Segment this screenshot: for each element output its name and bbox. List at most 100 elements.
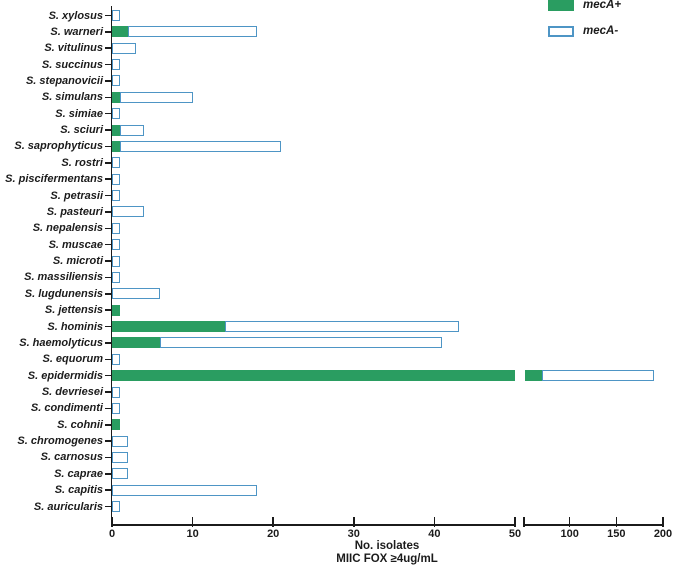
y-axis-tick: [104, 162, 111, 164]
legend-label-mecA-positive: mecA+: [583, 0, 622, 11]
category-label: S. massiliensis: [24, 271, 103, 284]
bar-segment-mecA-positive: [112, 419, 121, 431]
bar-segment-mecA-negative: [112, 173, 121, 185]
y-axis-tick: [104, 309, 111, 311]
category-label: S. vitulinus: [44, 42, 103, 55]
y-axis-tick: [104, 407, 111, 410]
bar-segment-mecA-negative: [541, 370, 654, 382]
bar-segment-mecA-positive: [112, 140, 121, 152]
x-axis-title-line1: No. isolates: [354, 540, 420, 552]
y-axis-tick: [104, 47, 111, 49]
legend-item-mecA-positive: mecA+: [548, 0, 621, 11]
legend-item-mecA-negative: mecA-: [548, 25, 618, 37]
bar-segment-mecA-positive: [112, 370, 515, 382]
bar-segment-mecA-positive: [525, 370, 542, 382]
bar-segment-mecA-negative: [112, 501, 121, 513]
bar-segment-mecA-positive: [112, 337, 161, 349]
x-axis-tick: [111, 517, 113, 527]
bar-segment-mecA-positive: [112, 91, 121, 103]
bar-segment-mecA-negative: [112, 451, 129, 463]
x-axis-tick: [615, 517, 618, 527]
bar-segment-mecA-negative: [160, 337, 443, 349]
category-label: S. lugdunensis: [24, 287, 103, 300]
bar-segment-mecA-negative: [112, 435, 129, 447]
bar-segment-mecA-positive: [112, 321, 225, 333]
y-axis-tick: [104, 80, 111, 82]
category-label: S. muscae: [48, 238, 103, 251]
bar-segment-mecA-negative: [120, 140, 282, 152]
category-label: S. pasteuri: [46, 205, 103, 218]
bar-segment-mecA-negative: [112, 255, 121, 267]
bar-segment-mecA-negative: [112, 222, 121, 234]
x-tick-label: 100: [560, 528, 579, 540]
bar-segment-mecA-negative: [112, 239, 121, 251]
bar-segment-mecA-negative: [112, 42, 137, 54]
category-label: S. xylosus: [48, 9, 103, 22]
y-axis-tick: [104, 489, 111, 491]
legend-swatch-mecA-positive-icon: [548, 0, 574, 11]
category-label: S. petrasii: [50, 189, 103, 202]
category-label: S. saprophyticus: [14, 140, 103, 153]
bar-segment-mecA-negative: [112, 190, 121, 202]
category-label: S. simiae: [55, 107, 103, 120]
category-label: S. rostri: [61, 156, 103, 169]
bar-segment-mecA-positive: [112, 304, 121, 316]
y-axis-tick: [104, 293, 111, 295]
bar-segment-mecA-negative: [128, 26, 258, 38]
legend-swatch-mecA-negative-icon: [548, 25, 574, 37]
y-axis-tick: [104, 424, 111, 426]
bar-segment-mecA-negative: [112, 10, 121, 21]
x-axis-segment1-line: [110, 524, 515, 526]
y-axis-tick: [104, 374, 111, 377]
y-axis-tick: [104, 243, 111, 246]
category-label: S. auricularis: [33, 500, 103, 513]
x-tick-label: 40: [428, 528, 441, 540]
category-label: S. epidermidis: [27, 369, 103, 382]
bar-segment-mecA-negative: [120, 91, 193, 103]
y-axis-tick: [104, 260, 111, 262]
x-tick-label: 0: [108, 528, 116, 540]
y-axis-tick: [104, 505, 111, 508]
category-label: S. caprae: [54, 467, 103, 480]
x-tick-label: 10: [186, 528, 199, 540]
category-label: S. condimenti: [30, 402, 103, 415]
y-axis-tick: [104, 358, 111, 361]
bar-segment-mecA-positive: [112, 26, 129, 38]
bar-segment-mecA-negative: [112, 75, 121, 87]
x-axis-tick: [514, 517, 516, 527]
x-tick-label: 50: [508, 528, 522, 540]
x-axis-tick: [353, 517, 355, 527]
category-label: S. haemolyticus: [19, 336, 103, 349]
x-axis-tick: [433, 517, 436, 527]
y-axis-tick: [104, 342, 111, 344]
bar-segment-mecA-negative: [112, 468, 129, 480]
y-axis-tick: [104, 456, 111, 459]
y-axis-tick: [104, 227, 111, 230]
y-axis-tick: [104, 440, 111, 442]
category-label: S. capitis: [54, 484, 103, 497]
y-axis-tick: [104, 473, 111, 475]
y-axis-tick: [104, 96, 111, 99]
category-label: S. nepalensis: [32, 222, 103, 235]
category-label: S. succinus: [41, 58, 103, 71]
x-tick-label: 30: [347, 528, 360, 540]
y-axis-line: [110, 6, 112, 526]
category-label: S. microti: [52, 255, 103, 268]
category-label: S. stepanovicii: [25, 74, 103, 87]
y-axis-tick: [104, 391, 111, 393]
bar-segment-mecA-negative: [120, 124, 145, 136]
y-axis-tick: [104, 31, 111, 33]
bar-segment-mecA-negative: [112, 288, 161, 300]
axis-break-tick: [523, 517, 525, 527]
x-axis-tick: [272, 517, 274, 527]
y-axis-tick: [104, 194, 111, 197]
x-axis-tick: [191, 517, 194, 527]
legend: mecA+ mecA-: [548, 0, 675, 48]
bar-segment-mecA-negative: [112, 402, 121, 414]
y-axis-tick: [104, 112, 111, 115]
category-label: S. devriesei: [41, 386, 103, 398]
category-label: S. piscifermentans: [5, 173, 103, 186]
x-tick-label: 200: [653, 528, 673, 540]
